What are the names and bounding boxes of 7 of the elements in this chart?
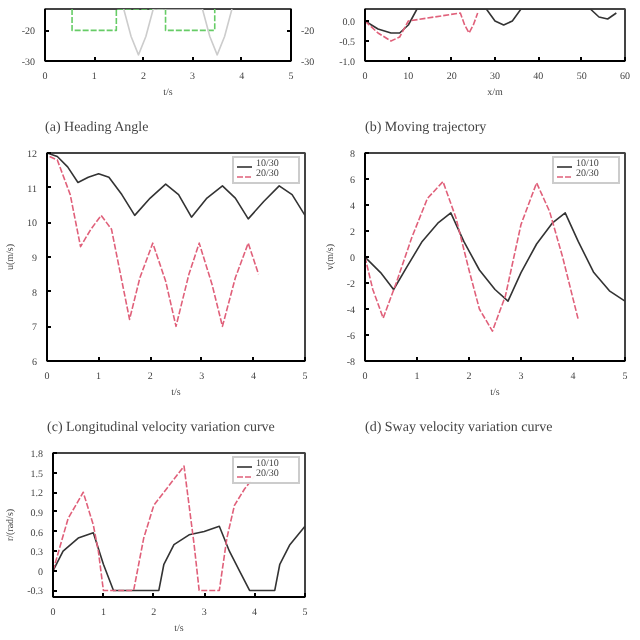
line-series bbox=[365, 12, 479, 42]
line-series bbox=[53, 525, 305, 592]
line-series bbox=[365, 212, 625, 302]
line-series bbox=[48, 155, 260, 328]
line-series bbox=[365, 180, 579, 332]
line-series bbox=[365, 9, 618, 34]
line-series bbox=[47, 153, 305, 220]
